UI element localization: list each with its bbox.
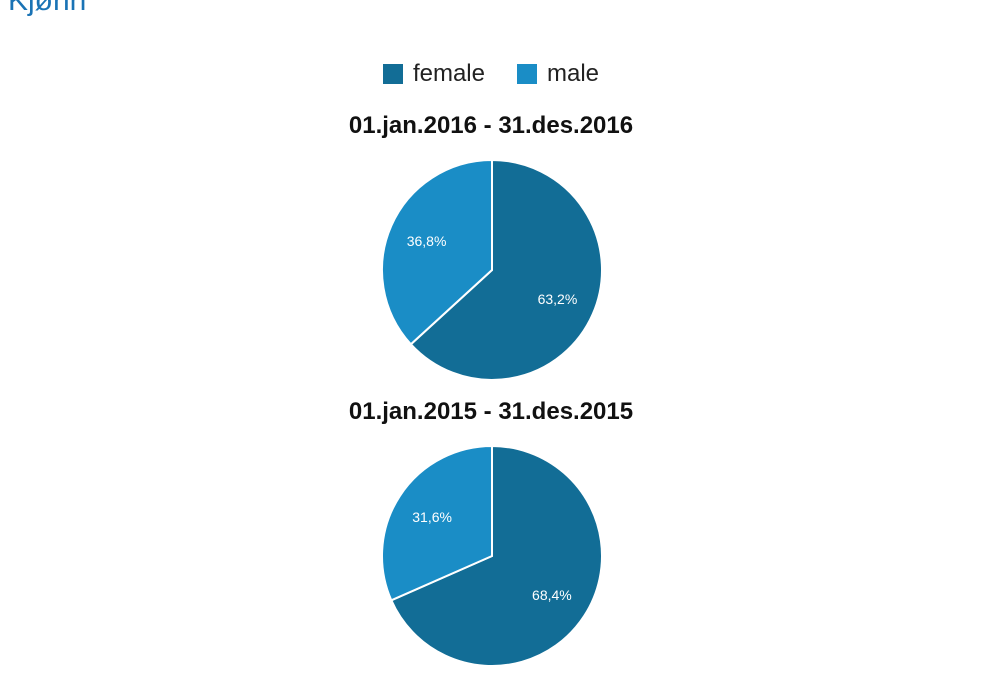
legend-swatch-male [517,64,537,84]
pie-label-2016-female: 63,2% [538,291,578,307]
legend-label-male: male [547,60,600,87]
pie-slice-2015-male[interactable] [381,444,493,602]
pie-label-2016-male: 36,8% [407,233,447,249]
pie-title-2015: 01.jan.2015 - 31.des.2015 [348,398,634,425]
legend-label-female: female [412,60,485,87]
legend-swatch-female [382,64,403,84]
legend-item-female[interactable]: female [382,60,485,88]
pie-title-2016: 01.jan.2016 - 31.des.2016 [348,112,634,139]
pie-slice-2016-female[interactable] [409,158,603,381]
pie-label-2015-female: 68,4% [532,587,572,603]
page-title: Kjønn [8,0,87,17]
pie-label-2015-male: 31,6% [412,509,452,525]
pie-slice-2015-female[interactable] [390,444,603,667]
legend-item-male[interactable]: male [517,60,599,88]
legend: female male [0,60,982,88]
pie-slice-2016-male[interactable] [381,158,493,346]
